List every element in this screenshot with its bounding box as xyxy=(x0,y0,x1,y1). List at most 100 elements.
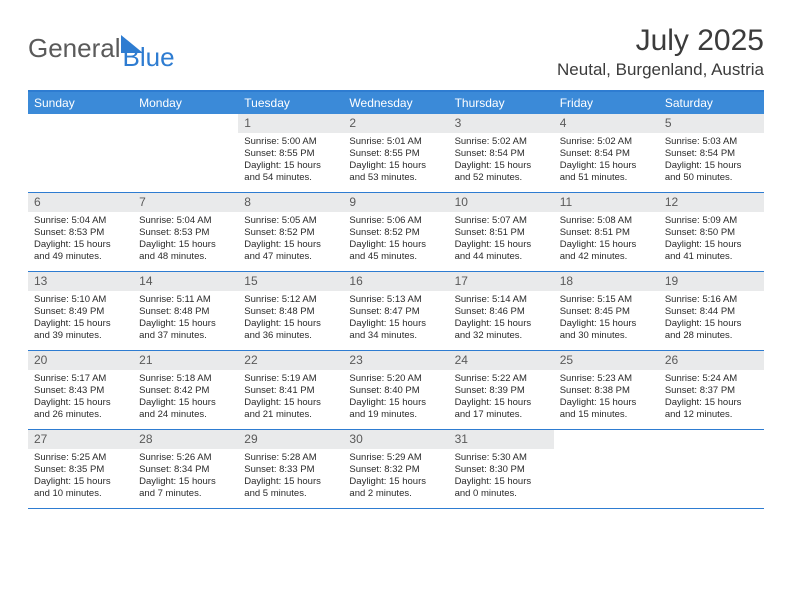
sunset-text: Sunset: 8:50 PM xyxy=(665,227,758,239)
day-details: Sunrise: 5:15 AMSunset: 8:45 PMDaylight:… xyxy=(554,291,659,348)
day-details: Sunrise: 5:00 AMSunset: 8:55 PMDaylight:… xyxy=(238,133,343,190)
day-number: 31 xyxy=(449,430,554,449)
sunset-text: Sunset: 8:34 PM xyxy=(139,464,232,476)
day-cell: 24Sunrise: 5:22 AMSunset: 8:39 PMDayligh… xyxy=(449,351,554,429)
sunrise-text: Sunrise: 5:08 AM xyxy=(560,215,653,227)
day-number: 3 xyxy=(449,114,554,133)
day-number: 15 xyxy=(238,272,343,291)
sunset-text: Sunset: 8:55 PM xyxy=(349,148,442,160)
day-details: Sunrise: 5:05 AMSunset: 8:52 PMDaylight:… xyxy=(238,212,343,269)
sunrise-text: Sunrise: 5:04 AM xyxy=(139,215,232,227)
month-title: July 2025 xyxy=(557,24,764,58)
day-cell: 8Sunrise: 5:05 AMSunset: 8:52 PMDaylight… xyxy=(238,193,343,271)
sunset-text: Sunset: 8:52 PM xyxy=(349,227,442,239)
day-details: Sunrise: 5:16 AMSunset: 8:44 PMDaylight:… xyxy=(659,291,764,348)
day-cell: .. xyxy=(554,430,659,508)
weeks-container: ....1Sunrise: 5:00 AMSunset: 8:55 PMDayl… xyxy=(28,114,764,509)
day-cell: 14Sunrise: 5:11 AMSunset: 8:48 PMDayligh… xyxy=(133,272,238,350)
day-cell: 19Sunrise: 5:16 AMSunset: 8:44 PMDayligh… xyxy=(659,272,764,350)
sunset-text: Sunset: 8:51 PM xyxy=(560,227,653,239)
sunrise-text: Sunrise: 5:04 AM xyxy=(34,215,127,227)
day-details: Sunrise: 5:13 AMSunset: 8:47 PMDaylight:… xyxy=(343,291,448,348)
day-number: 4 xyxy=(554,114,659,133)
sunset-text: Sunset: 8:53 PM xyxy=(139,227,232,239)
sunrise-text: Sunrise: 5:15 AM xyxy=(560,294,653,306)
sunset-text: Sunset: 8:54 PM xyxy=(560,148,653,160)
sunset-text: Sunset: 8:47 PM xyxy=(349,306,442,318)
sunset-text: Sunset: 8:43 PM xyxy=(34,385,127,397)
sunset-text: Sunset: 8:54 PM xyxy=(455,148,548,160)
day-details: Sunrise: 5:29 AMSunset: 8:32 PMDaylight:… xyxy=(343,449,448,506)
daylight-text: Daylight: 15 hours and 36 minutes. xyxy=(244,318,337,342)
day-cell: 2Sunrise: 5:01 AMSunset: 8:55 PMDaylight… xyxy=(343,114,448,192)
day-cell: 6 Sunrise: 5:04 AMSunset: 8:53 PMDaylight… xyxy=(28,193,133,271)
sunrise-text: Sunrise: 5:25 AM xyxy=(34,452,127,464)
week-row: 27Sunrise: 5:25 AMSunset: 8:35 PMDayligh… xyxy=(28,430,764,509)
day-number: 27 xyxy=(28,430,133,449)
daylight-text: Daylight: 15 hours and 45 minutes. xyxy=(349,239,442,263)
sunset-text: Sunset: 8:52 PM xyxy=(244,227,337,239)
sunset-text: Sunset: 8:40 PM xyxy=(349,385,442,397)
daylight-text: Daylight: 15 hours and 49 minutes. xyxy=(34,239,127,263)
day-number: 22 xyxy=(238,351,343,370)
day-details: Sunrise: 5:11 AMSunset: 8:48 PMDaylight:… xyxy=(133,291,238,348)
sunrise-text: Sunrise: 5:29 AM xyxy=(349,452,442,464)
day-cell: 4Sunrise: 5:02 AMSunset: 8:54 PMDaylight… xyxy=(554,114,659,192)
daylight-text: Daylight: 15 hours and 30 minutes. xyxy=(560,318,653,342)
dayhead-thu: Thursday xyxy=(449,92,554,114)
dayhead-sun: Sunday xyxy=(28,92,133,114)
sunset-text: Sunset: 8:53 PM xyxy=(34,227,127,239)
daylight-text: Daylight: 15 hours and 44 minutes. xyxy=(455,239,548,263)
sunrise-text: Sunrise: 5:20 AM xyxy=(349,373,442,385)
daylight-text: Daylight: 15 hours and 32 minutes. xyxy=(455,318,548,342)
day-number: 14 xyxy=(133,272,238,291)
week-row: ....1Sunrise: 5:00 AMSunset: 8:55 PMDayl… xyxy=(28,114,764,193)
day-details: Sunrise: 5:26 AMSunset: 8:34 PMDaylight:… xyxy=(133,449,238,506)
week-row: 20Sunrise: 5:17 AMSunset: 8:43 PMDayligh… xyxy=(28,351,764,430)
day-details: Sunrise: 5:12 AMSunset: 8:48 PMDaylight:… xyxy=(238,291,343,348)
sunrise-text: Sunrise: 5:24 AM xyxy=(665,373,758,385)
daylight-text: Daylight: 15 hours and 48 minutes. xyxy=(139,239,232,263)
sunrise-text: Sunrise: 5:17 AM xyxy=(34,373,127,385)
day-cell: 22Sunrise: 5:19 AMSunset: 8:41 PMDayligh… xyxy=(238,351,343,429)
day-cell: 13Sunrise: 5:10 AMSunset: 8:49 PMDayligh… xyxy=(28,272,133,350)
sunset-text: Sunset: 8:55 PM xyxy=(244,148,337,160)
sunrise-text: Sunrise: 5:22 AM xyxy=(455,373,548,385)
day-number: 5 xyxy=(659,114,764,133)
week-row: 6Sunrise: 5:04 AMSunset: 8:53 PMDaylight… xyxy=(28,193,764,272)
sunset-text: Sunset: 8:37 PM xyxy=(665,385,758,397)
day-number: 20 xyxy=(28,351,133,370)
sunrise-text: Sunrise: 5:10 AM xyxy=(34,294,127,306)
day-cell: 17Sunrise: 5:14 AMSunset: 8:46 PMDayligh… xyxy=(449,272,554,350)
day-cell: 31Sunrise: 5:30 AMSunset: 8:30 PMDayligh… xyxy=(449,430,554,508)
daylight-text: Daylight: 15 hours and 26 minutes. xyxy=(34,397,127,421)
sunrise-text: Sunrise: 5:01 AM xyxy=(349,136,442,148)
sunrise-text: Sunrise: 5:23 AM xyxy=(560,373,653,385)
daylight-text: Daylight: 15 hours and 28 minutes. xyxy=(665,318,758,342)
sunset-text: Sunset: 8:41 PM xyxy=(244,385,337,397)
day-details: Sunrise: 5:10 AMSunset: 8:49 PMDaylight:… xyxy=(28,291,133,348)
day-details: Sunrise: 5:01 AMSunset: 8:55 PMDaylight:… xyxy=(343,133,448,190)
day-details: Sunrise: 5:14 AMSunset: 8:46 PMDaylight:… xyxy=(449,291,554,348)
day-number: 16 xyxy=(343,272,448,291)
sunrise-text: Sunrise: 5:11 AM xyxy=(139,294,232,306)
day-number: 1 xyxy=(238,114,343,133)
day-number: 6 xyxy=(28,193,133,212)
day-number: 2 xyxy=(343,114,448,133)
day-cell: 27Sunrise: 5:25 AMSunset: 8:35 PMDayligh… xyxy=(28,430,133,508)
day-details: Sunrise: 5:02 AMSunset: 8:54 PMDaylight:… xyxy=(449,133,554,190)
daylight-text: Daylight: 15 hours and 21 minutes. xyxy=(244,397,337,421)
day-number: 8 xyxy=(238,193,343,212)
daylight-text: Daylight: 15 hours and 5 minutes. xyxy=(244,476,337,500)
day-cell: 11Sunrise: 5:08 AMSunset: 8:51 PMDayligh… xyxy=(554,193,659,271)
sunset-text: Sunset: 8:33 PM xyxy=(244,464,337,476)
sunset-text: Sunset: 8:38 PM xyxy=(560,385,653,397)
sunrise-text: Sunrise: 5:02 AM xyxy=(560,136,653,148)
day-details: Sunrise: 5:28 AMSunset: 8:33 PMDaylight:… xyxy=(238,449,343,506)
sunrise-text: Sunrise: 5:16 AM xyxy=(665,294,758,306)
sunrise-text: Sunrise: 5:13 AM xyxy=(349,294,442,306)
dayhead-wed: Wednesday xyxy=(343,92,448,114)
day-details: Sunrise: 5:06 AMSunset: 8:52 PMDaylight:… xyxy=(343,212,448,269)
sunrise-text: Sunrise: 5:09 AM xyxy=(665,215,758,227)
day-details: Sunrise: 5:25 AMSunset: 8:35 PMDaylight:… xyxy=(28,449,133,506)
